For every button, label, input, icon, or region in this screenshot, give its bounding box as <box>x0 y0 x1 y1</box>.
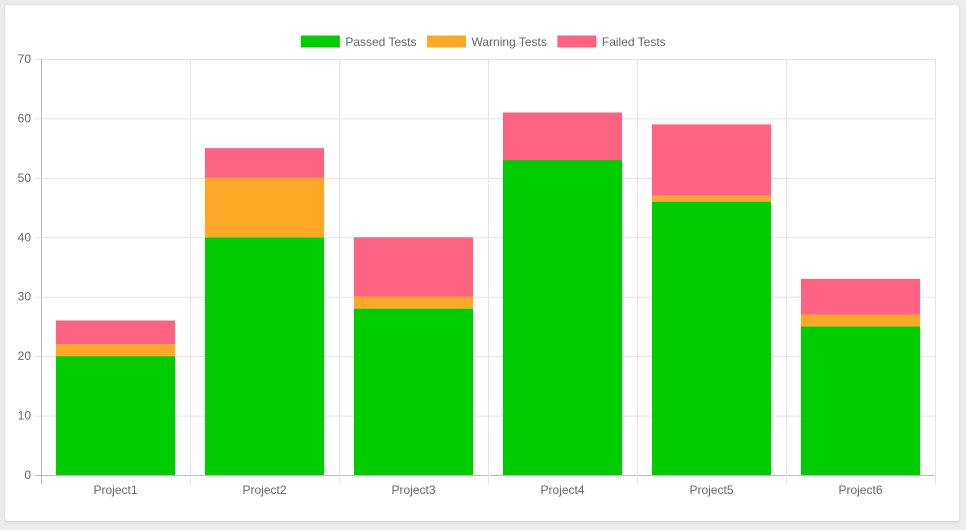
bar-passed-tests-project5[interactable] <box>651 201 772 475</box>
y-tick-label: 60 <box>18 111 32 125</box>
bar-warning-tests-project1[interactable] <box>55 344 176 357</box>
bar-warning-tests-project5[interactable] <box>651 195 772 202</box>
legend-swatch <box>299 34 341 49</box>
y-tick-label: 0 <box>24 468 31 482</box>
bar-passed-tests-project6[interactable] <box>800 326 921 475</box>
y-tick-label: 20 <box>18 349 32 363</box>
bar-failed-tests-project1[interactable] <box>55 320 176 345</box>
y-tick-label: 40 <box>18 230 32 244</box>
bar-warning-tests-project2[interactable] <box>204 177 325 238</box>
legend-item-failed-tests[interactable]: Failed Tests <box>556 34 666 49</box>
x-tick-label: Project5 <box>689 483 733 497</box>
legend-label: Warning Tests <box>471 35 546 49</box>
legend-label: Passed Tests <box>345 35 416 49</box>
y-tick-label: 10 <box>18 409 32 423</box>
chart-legend: Passed Tests Warning Tests Failed Tests <box>299 34 666 49</box>
legend-item-passed-tests[interactable]: Passed Tests <box>299 34 416 49</box>
legend-item-warning-tests[interactable]: Warning Tests <box>425 34 547 49</box>
bar-failed-tests-project2[interactable] <box>204 148 325 178</box>
x-tick-label: Project4 <box>540 483 584 497</box>
bar-warning-tests-project6[interactable] <box>800 314 921 327</box>
bar-warning-tests-project3[interactable] <box>353 296 474 309</box>
bar-passed-tests-project2[interactable] <box>204 237 325 475</box>
x-tick-label: Project2 <box>242 483 286 497</box>
x-tick-label: Project1 <box>93 483 137 497</box>
x-tick-label: Project3 <box>391 483 435 497</box>
chart-grid <box>35 59 936 484</box>
bar-failed-tests-project5[interactable] <box>651 124 772 196</box>
chart-bars <box>55 112 921 475</box>
y-tick-label: 30 <box>18 290 32 304</box>
y-tick-label: 50 <box>18 171 32 185</box>
y-axis: 0 10 20 30 40 50 60 70 <box>18 52 32 482</box>
bar-failed-tests-project6[interactable] <box>800 278 921 315</box>
bar-passed-tests-project3[interactable] <box>353 308 474 475</box>
y-tick-label: 70 <box>18 52 32 66</box>
legend-swatch <box>425 34 467 49</box>
legend-swatch <box>556 34 598 49</box>
legend-label: Failed Tests <box>602 35 666 49</box>
x-axis: Project1 Project2 Project3 Project4 Project5… <box>93 483 882 497</box>
x-tick-label: Project6 <box>838 483 882 497</box>
bar-passed-tests-project1[interactable] <box>55 356 176 475</box>
bar-failed-tests-project3[interactable] <box>353 237 474 297</box>
bar-passed-tests-project4[interactable] <box>502 160 623 475</box>
bar-failed-tests-project4[interactable] <box>502 112 623 161</box>
